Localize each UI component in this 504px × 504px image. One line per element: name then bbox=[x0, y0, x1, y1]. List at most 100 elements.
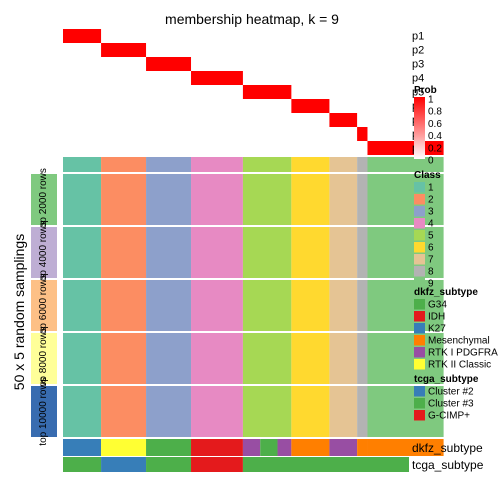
row-group-strip-2 bbox=[31, 227, 57, 278]
tcga-annotation-segment-4 bbox=[191, 457, 243, 472]
group-1-class-7-cell bbox=[329, 174, 358, 225]
group-2-class-5-cell bbox=[242, 227, 292, 278]
group-1-class-9-cell bbox=[367, 174, 444, 225]
prob-legend-tick: 0.2 bbox=[428, 143, 442, 154]
group-5-class-2-cell bbox=[101, 386, 147, 437]
dkfz-annotation-segment-11 bbox=[367, 439, 444, 456]
row-group-strip-5 bbox=[31, 386, 57, 437]
group-3-class-2-cell bbox=[101, 280, 147, 331]
dkfz-annotation-segment-10 bbox=[357, 439, 368, 456]
dkfz-annotation-segment-4 bbox=[191, 439, 243, 456]
group-2-class-3-cell bbox=[146, 227, 192, 278]
tcga-legend-label: Cluster #3 bbox=[428, 399, 474, 410]
class-row-class-8-cell bbox=[357, 157, 368, 172]
class-row-class-2-cell bbox=[101, 157, 147, 172]
dkfz-legend-label: RTK I PDGFRA bbox=[428, 348, 498, 359]
row-group-label-3: top 6000 rows bbox=[38, 274, 49, 337]
group-3-class-5-cell bbox=[242, 280, 292, 331]
row-group-label-1: top 2000 rows bbox=[38, 168, 49, 231]
prob-row-label-p4: p4 bbox=[412, 73, 424, 85]
group-2-class-2-cell bbox=[101, 227, 147, 278]
prob-row-label-p2: p2 bbox=[412, 45, 424, 57]
dkfz-legend-label: RTK II Classic bbox=[428, 360, 491, 371]
row-group-label-4: top 8000 rows bbox=[38, 327, 49, 390]
tcga-legend-swatch bbox=[414, 386, 425, 397]
class-legend-label: 1 bbox=[428, 183, 434, 194]
group-2-class-6-cell bbox=[291, 227, 330, 278]
class-legend-swatch bbox=[414, 206, 425, 217]
class-row-class-7-cell bbox=[329, 157, 358, 172]
tcga-legend-swatch bbox=[414, 410, 425, 421]
row-group-strip-1 bbox=[31, 174, 57, 225]
dkfz-legend-title: dkfz_subtype bbox=[414, 287, 478, 298]
prob-cell-p7 bbox=[329, 113, 358, 127]
row-group-label-5: top 10000 rows bbox=[38, 377, 49, 445]
dkfz-legend-swatch bbox=[414, 359, 425, 370]
tcga-annotation-label: tcga_subtype bbox=[412, 458, 484, 472]
legends: Prob10.80.60.40.20Class123456789dkfz_sub… bbox=[414, 85, 498, 422]
dkfz-legend-swatch bbox=[414, 299, 425, 310]
group-3-class-6-cell bbox=[291, 280, 330, 331]
group-5-class-6-cell bbox=[291, 386, 330, 437]
group-5-class-3-cell bbox=[146, 386, 192, 437]
class-legend-swatch bbox=[414, 278, 425, 289]
group-5-class-8-cell bbox=[357, 386, 368, 437]
group-3-class-1-cell bbox=[63, 280, 102, 331]
dkfz-legend-swatch bbox=[414, 335, 425, 346]
dkfz-legend-label: Mesenchymal bbox=[428, 336, 490, 347]
class-legend-label: 8 bbox=[428, 267, 434, 278]
class-legend-label: 2 bbox=[428, 195, 434, 206]
prob-cell-p1 bbox=[63, 29, 102, 43]
prob-legend-tick: 0 bbox=[428, 156, 434, 167]
group-1-class-4-cell bbox=[191, 174, 243, 225]
tcga-annotation-segment-1 bbox=[63, 457, 102, 472]
tcga-legend-swatch bbox=[414, 398, 425, 409]
prob-legend-tick: 0.4 bbox=[428, 131, 442, 142]
group-3-class-8-cell bbox=[357, 280, 368, 331]
group-4-class-6-cell bbox=[291, 333, 330, 384]
group-1-class-6-cell bbox=[291, 174, 330, 225]
prob-row-label-p3: p3 bbox=[412, 59, 424, 71]
group-4-class-2-cell bbox=[101, 333, 147, 384]
y-axis-label: 50 x 5 random samplings bbox=[11, 234, 27, 390]
group-3-class-4-cell bbox=[191, 280, 243, 331]
group-1-class-3-cell bbox=[146, 174, 192, 225]
group-4-class-3-cell bbox=[146, 333, 192, 384]
class-row-class-9-cell bbox=[367, 157, 444, 172]
tcga-annotation-segment-2 bbox=[101, 457, 147, 472]
dkfz-annotation-segment-3 bbox=[146, 439, 192, 456]
dkfz-legend-swatch bbox=[414, 323, 425, 334]
class-row-class-3-cell bbox=[146, 157, 192, 172]
group-2-class-4-cell bbox=[191, 227, 243, 278]
group-2-class-7-cell bbox=[329, 227, 358, 278]
group-1-class-2-cell bbox=[101, 174, 147, 225]
group-5-class-9-cell bbox=[367, 386, 444, 437]
prob-cell-p3 bbox=[146, 57, 192, 71]
group-3-class-3-cell bbox=[146, 280, 192, 331]
dkfz-legend-swatch bbox=[414, 311, 425, 322]
prob-legend-gradient bbox=[414, 97, 425, 159]
tcga-legend-label: G-CIMP+ bbox=[428, 411, 470, 422]
dkfz-annotation-segment-6 bbox=[260, 439, 278, 456]
class-legend-swatch bbox=[414, 194, 425, 205]
prob-row-label-p1: p1 bbox=[412, 31, 424, 43]
dkfz-annotation-segment-8 bbox=[291, 439, 330, 456]
group-4-class-8-cell bbox=[357, 333, 368, 384]
dkfz-legend-label: G34 bbox=[428, 300, 447, 311]
group-5-class-5-cell bbox=[242, 386, 292, 437]
group-2-class-9-cell bbox=[367, 227, 444, 278]
prob-cell-p8 bbox=[357, 127, 368, 141]
tcga-annotation-segment-5 bbox=[242, 457, 409, 472]
tcga-annotation-segment-3 bbox=[146, 457, 192, 472]
dkfz-annotation-segment-1 bbox=[63, 439, 102, 456]
class-legend-label: 6 bbox=[428, 243, 434, 254]
bottom-annotations: dkfz_subtype tcga_subtype bbox=[63, 439, 484, 472]
class-legend-swatch bbox=[414, 230, 425, 241]
group-2-class-8-cell bbox=[357, 227, 368, 278]
class-legend-swatch bbox=[414, 182, 425, 193]
group-5-class-4-cell bbox=[191, 386, 243, 437]
class-legend-label: 7 bbox=[428, 255, 434, 266]
class-legend-swatch bbox=[414, 242, 425, 253]
class-legend-swatch bbox=[414, 254, 425, 265]
